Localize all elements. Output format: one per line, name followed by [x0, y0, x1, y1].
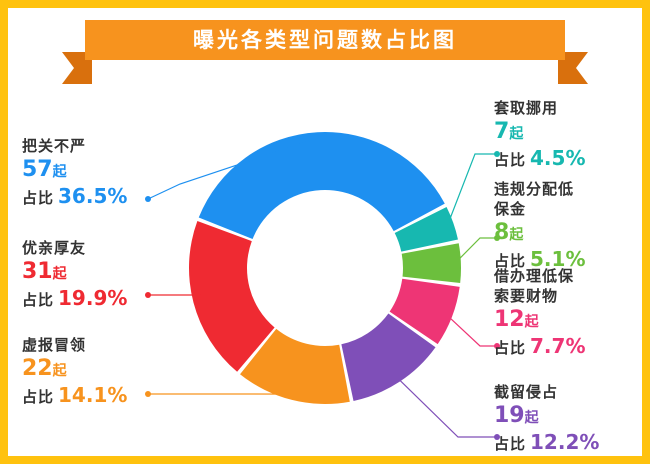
slice-percent-prefix: 占比: [22, 189, 55, 207]
donut-slice-5: [341, 313, 436, 401]
donut-slice-6: [240, 328, 350, 405]
slice-percent-prefix: 占比: [22, 388, 55, 406]
slice-count-unit: 起: [524, 314, 539, 330]
slice-label-name: 索要财物: [494, 287, 559, 305]
slice-percent-value: 5.1%: [530, 247, 586, 271]
slice-count-value: 19: [494, 403, 525, 428]
banner-left-ribbon-tail: [62, 52, 92, 84]
chart-title: 曝光各类型问题数占比图: [193, 28, 457, 52]
slice-count-unit: 起: [52, 363, 67, 379]
slice-percent: 占比 14.1%: [22, 383, 127, 407]
slice-count-value: 31: [22, 259, 53, 284]
slice-label-name: 借办理低保: [494, 267, 575, 285]
leader-dot-5: [494, 434, 500, 440]
slice-count-value: 12: [494, 307, 525, 332]
slice-label-name: 保金: [494, 200, 527, 218]
slice-percent: 占比 5.1%: [494, 247, 585, 271]
leader-lines: [145, 137, 500, 440]
slice-percent-value: 4.5%: [530, 146, 586, 170]
slice-count: 57起: [22, 157, 67, 182]
slice-count: 22起: [22, 356, 67, 381]
slice-count: 12起: [494, 307, 539, 332]
slice-count: 7起: [494, 119, 523, 144]
slice-count-unit: 起: [509, 126, 524, 142]
slice-percent: 占比 36.5%: [22, 184, 127, 208]
slice-count-value: 7: [494, 119, 510, 144]
leader-line-4: [445, 314, 497, 347]
donut-slice-2: [394, 206, 458, 252]
slice-count-unit: 起: [509, 227, 524, 243]
slice-count-unit: 起: [524, 410, 539, 426]
donut-slice-1: [198, 131, 445, 240]
slice-count: 8起: [494, 220, 523, 245]
leader-line-3: [454, 237, 497, 264]
donut-slice-4: [389, 278, 460, 345]
banner-right-ribbon-tail: [558, 52, 588, 84]
slice-percent-prefix: 占比: [494, 151, 527, 169]
leader-dot-4: [494, 343, 500, 349]
slice-count-unit: 起: [52, 164, 67, 180]
slice-label-name: 截留侵占: [494, 383, 559, 401]
leader-dot-7: [145, 292, 151, 298]
slice-label-name: 套取挪用: [494, 99, 559, 117]
slice-count-value: 8: [494, 220, 510, 245]
slice-percent-prefix: 占比: [494, 252, 527, 270]
donut-slice-7: [189, 221, 275, 372]
slice-percent-value: 7.7%: [530, 334, 586, 358]
leader-line-5: [395, 376, 497, 438]
leader-dot-2: [494, 151, 500, 157]
slice-percent-value: 19.9%: [58, 286, 128, 310]
leader-line-1: [147, 137, 318, 200]
slice-percent: 占比 4.5%: [494, 146, 585, 170]
slice-count-value: 22: [22, 356, 53, 381]
slice-percent-prefix: 占比: [494, 435, 527, 453]
slice-percent-value: 36.5%: [58, 184, 128, 208]
title-banner: [85, 20, 565, 60]
slice-label-name: 虚报冒领: [22, 336, 87, 354]
slice-label-name: 把关不严: [22, 137, 87, 155]
leader-dot-6: [145, 391, 151, 397]
slice-percent-value: 12.2%: [530, 430, 600, 454]
donut-chart: [189, 131, 461, 405]
slice-count: 31起: [22, 259, 67, 284]
slice-percent: 占比 7.7%: [494, 334, 585, 358]
donut-slice-3: [401, 243, 461, 284]
slice-count: 19起: [494, 403, 539, 428]
leader-line-2: [447, 153, 497, 226]
slice-percent-prefix: 占比: [22, 291, 55, 309]
slice-percent-prefix: 占比: [494, 339, 527, 357]
slice-label-name: 违规分配低: [494, 180, 575, 198]
slice-label-name: 优亲厚友: [22, 239, 87, 257]
slice-count-unit: 起: [52, 266, 67, 282]
leader-dot-1: [145, 196, 151, 202]
leader-line-7: [148, 294, 201, 302]
slice-percent: 占比 12.2%: [494, 430, 599, 454]
slice-percent-value: 14.1%: [58, 383, 128, 407]
slice-count-value: 57: [22, 157, 53, 182]
leader-dot-3: [494, 235, 500, 241]
slice-percent: 占比 19.9%: [22, 286, 127, 310]
